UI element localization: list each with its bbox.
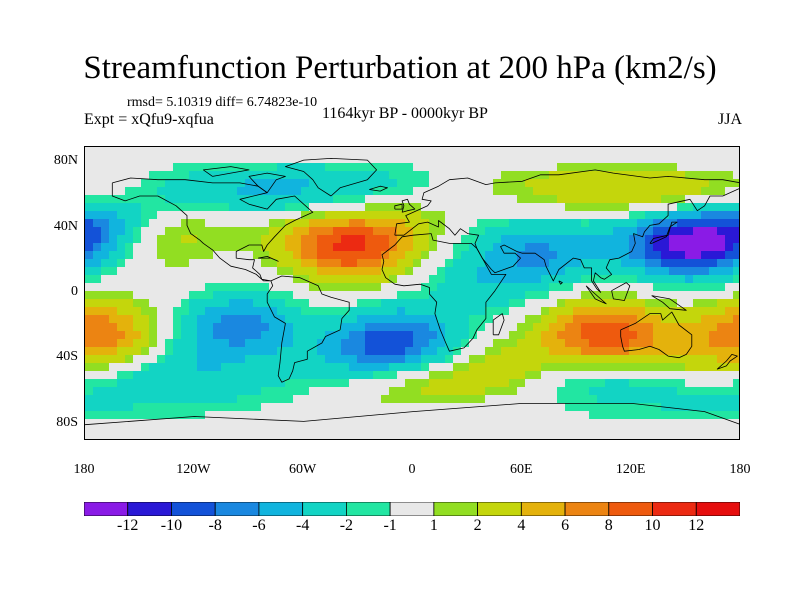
colorbar bbox=[83, 501, 741, 517]
lon-tick-label: 120E bbox=[615, 462, 646, 477]
colorbar-box bbox=[433, 501, 479, 517]
colorbar-box bbox=[608, 501, 653, 517]
map-svg bbox=[85, 147, 739, 439]
colorbar-label: 8 bbox=[604, 517, 613, 534]
colorbar-label: -1 bbox=[383, 517, 397, 534]
lon-tick-label: 60E bbox=[510, 462, 533, 477]
colorbar-label: 12 bbox=[688, 517, 705, 534]
coastline-segment bbox=[558, 280, 563, 285]
period-label: 1164kyr BP - 0000kyr BP bbox=[322, 105, 488, 122]
streamfunction-field bbox=[85, 147, 739, 439]
colorbar-box bbox=[652, 501, 697, 517]
colorbar-box bbox=[345, 501, 391, 517]
colorbar-label: -10 bbox=[160, 517, 183, 534]
lon-tick-label: 180 bbox=[73, 462, 95, 477]
colorbar-box bbox=[214, 501, 260, 517]
colorbar-box bbox=[389, 501, 435, 517]
coastline-segment bbox=[651, 295, 687, 311]
coastline-segment bbox=[611, 282, 631, 301]
colorbar-box bbox=[477, 501, 522, 517]
coastline-segment bbox=[248, 172, 286, 194]
colorbar-label: -6 bbox=[252, 517, 266, 534]
lat-tick-label: 0 bbox=[71, 284, 78, 299]
coastlines bbox=[85, 157, 739, 426]
colorbar-box bbox=[564, 501, 610, 517]
lon-tick-label: 180 bbox=[729, 462, 751, 477]
rmsd-diff-label: rmsd= 5.10319 diff= 6.74823e-10 bbox=[127, 95, 318, 110]
colorbar-box bbox=[171, 501, 216, 517]
colorbar-label: 4 bbox=[517, 517, 526, 534]
colorbar-box bbox=[302, 501, 347, 517]
colorbar-label: -12 bbox=[117, 517, 139, 534]
map-plot-area bbox=[84, 146, 740, 440]
colorbar-box bbox=[127, 501, 172, 517]
coastline-segment bbox=[394, 203, 403, 210]
coastline-segment bbox=[284, 157, 378, 197]
lon-tick-label: 120W bbox=[176, 462, 211, 477]
lat-tick-label: 40S bbox=[56, 349, 78, 365]
lat-tick-label: 80N bbox=[53, 153, 78, 169]
lon-tick-label: 60W bbox=[289, 462, 317, 477]
colorbar-label: 1 bbox=[429, 517, 438, 534]
coastline-segment bbox=[620, 311, 693, 359]
colorbar-label: -2 bbox=[339, 517, 354, 534]
coastline-segment bbox=[649, 221, 678, 244]
coastline-segment bbox=[394, 169, 739, 293]
colorbar-box bbox=[83, 501, 129, 517]
coastline-segment bbox=[258, 256, 279, 262]
coastline-segment bbox=[111, 177, 314, 282]
colorbar-label: 2 bbox=[473, 517, 482, 534]
coastline-segment bbox=[585, 285, 607, 305]
colorbar-svg bbox=[83, 501, 741, 517]
coastline-segment bbox=[369, 185, 388, 192]
coastline-segment bbox=[203, 166, 250, 177]
colorbar-label: 6 bbox=[561, 517, 570, 534]
plot-title: Streamfunction Perturbation at 200 hPa (… bbox=[83, 50, 717, 86]
colorbar-label: -8 bbox=[208, 517, 222, 534]
lat-tick-label: 80S bbox=[56, 414, 78, 430]
lon-tick-label: 0 bbox=[408, 462, 416, 477]
coastline-segment bbox=[85, 402, 739, 426]
colorbar-box bbox=[258, 501, 304, 517]
coastline-segment bbox=[492, 313, 505, 336]
colorbar-box bbox=[695, 501, 741, 517]
colorbar-label: -4 bbox=[295, 517, 310, 534]
colorbar-label: 10 bbox=[644, 517, 661, 534]
coastline-segment bbox=[716, 353, 738, 370]
coastline-segment bbox=[381, 233, 507, 352]
season-label: JJA bbox=[717, 111, 742, 128]
lat-tick-label: 40N bbox=[53, 218, 78, 234]
experiment-label: Expt = xQfu9-xqfua bbox=[84, 111, 214, 128]
coastline-segment bbox=[401, 198, 416, 213]
coastline-segment bbox=[266, 275, 350, 383]
colorbar-box bbox=[520, 501, 566, 517]
